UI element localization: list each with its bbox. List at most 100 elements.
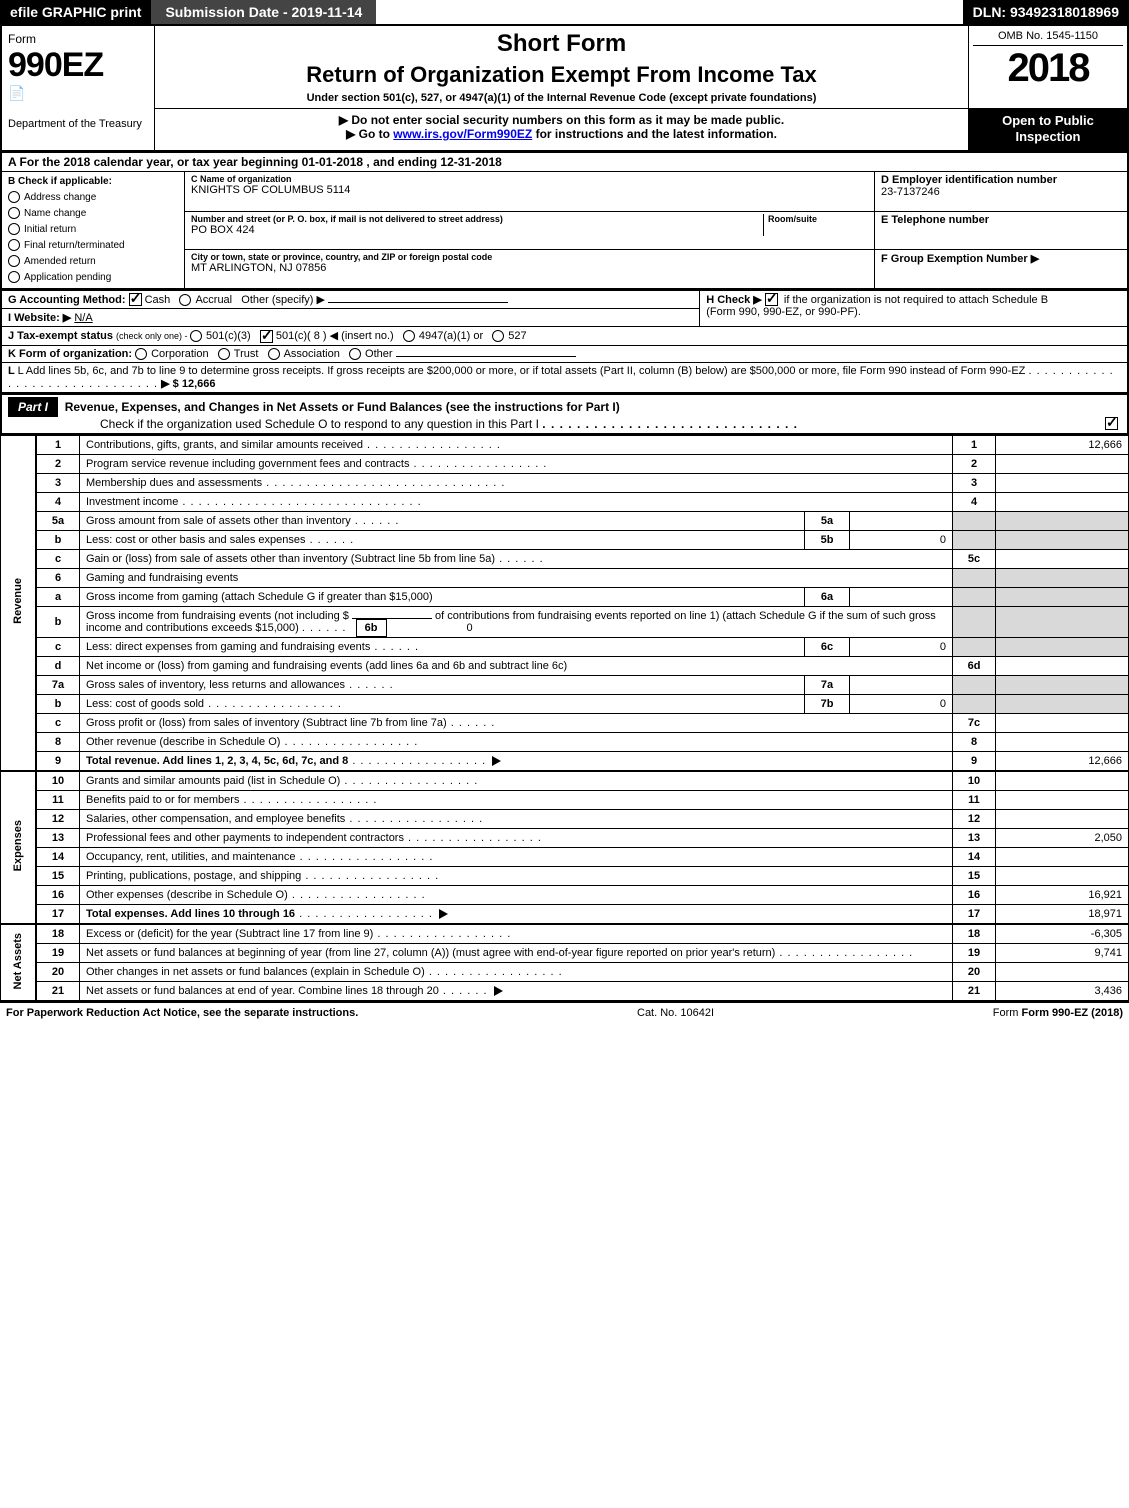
- lines-table: Revenue 1 Contributions, gifts, grants, …: [0, 435, 1129, 1001]
- ln8-desc: Other revenue (describe in Schedule O): [86, 736, 280, 748]
- initial-return-label: Initial return: [24, 224, 76, 235]
- ln6c-box: 6c: [805, 637, 850, 656]
- ln9-desc: Total revenue. Add lines 1, 2, 3, 4, 5c,…: [86, 755, 348, 767]
- k-assoc-radio[interactable]: [268, 348, 280, 360]
- ln5b-desc: Less: cost or other basis and sales expe…: [86, 534, 306, 546]
- phone-cell: E Telephone number: [875, 212, 1129, 250]
- irs-link[interactable]: www.irs.gov/Form990EZ: [393, 127, 532, 141]
- ln4-amt: [996, 492, 1129, 511]
- part1-header-cell: Part I Revenue, Expenses, and Changes in…: [1, 394, 1128, 434]
- ln16-no: 16: [36, 885, 80, 904]
- final-return-radio[interactable]: [8, 239, 20, 251]
- ln16-desc: Other expenses (describe in Schedule O): [86, 889, 288, 901]
- city-value: MT ARLINGTON, NJ 07856: [191, 262, 868, 274]
- app-pending-radio[interactable]: [8, 271, 20, 283]
- cash-checkbox[interactable]: [129, 293, 142, 306]
- addr-change-radio[interactable]: [8, 191, 20, 203]
- h-checkbox[interactable]: [765, 293, 778, 306]
- addr-value: PO BOX 424: [191, 224, 763, 236]
- g-other-input[interactable]: [328, 302, 508, 303]
- ln16-amt: 16,921: [996, 885, 1129, 904]
- k-o2: Trust: [234, 348, 259, 360]
- ln21-no: 21: [36, 981, 80, 1000]
- ln15-ref: 15: [953, 866, 996, 885]
- period-begin: 01-01-2018: [302, 155, 363, 169]
- efile-chip[interactable]: efile GRAPHIC print: [0, 0, 151, 24]
- j-o2: 501(c)( 8 ) ◀ (insert no.): [276, 330, 394, 342]
- part1-schedule-o-checkbox[interactable]: [1105, 417, 1118, 430]
- ln17-amt: 18,971: [996, 904, 1129, 924]
- k-o4: Other: [365, 348, 393, 360]
- ln4-desc: Investment income: [86, 496, 178, 508]
- h-cell: H Check ▶ if the organization is not req…: [700, 290, 1128, 327]
- ln1-desc: Contributions, gifts, grants, and simila…: [86, 439, 363, 451]
- check-b-cell: B Check if applicable: Address change Na…: [1, 171, 185, 289]
- footer-left: For Paperwork Reduction Act Notice, see …: [6, 1007, 358, 1019]
- ln15-desc: Printing, publications, postage, and shi…: [86, 870, 301, 882]
- ln17-ref: 17: [953, 904, 996, 924]
- ln6a-no: a: [36, 587, 80, 606]
- ln8-no: 8: [36, 732, 80, 751]
- j-527-radio[interactable]: [492, 330, 504, 342]
- ln5c-amt: [996, 549, 1129, 568]
- amended-return-radio[interactable]: [8, 255, 20, 267]
- ln10-ref: 10: [953, 771, 996, 791]
- ln5c-no: c: [36, 549, 80, 568]
- ln4-no: 4: [36, 492, 80, 511]
- ln17-no: 17: [36, 904, 80, 924]
- ln7b-box: 7b: [805, 694, 850, 713]
- ln21-amt: 3,436: [996, 981, 1129, 1000]
- f-label: F Group Exemption Number ▶: [881, 252, 1121, 265]
- j-label: J Tax-exempt status: [8, 330, 116, 342]
- k-o1: Corporation: [151, 348, 208, 360]
- ln12-ref: 12: [953, 809, 996, 828]
- l-amount: ▶ $ 12,666: [161, 378, 215, 390]
- accrual-radio[interactable]: [179, 294, 191, 306]
- ln6c-desc: Less: direct expenses from gaming and fu…: [86, 641, 370, 653]
- g-label: G Accounting Method:: [8, 294, 129, 306]
- ln6a-box: 6a: [805, 587, 850, 606]
- ein-value: 23-7137246: [881, 186, 1121, 198]
- ln6b-boxamt: 0: [393, 622, 473, 634]
- addr-label: Number and street (or P. O. box, if mail…: [191, 214, 763, 224]
- initial-return-radio[interactable]: [8, 223, 20, 235]
- j-501c-checkbox[interactable]: [260, 330, 273, 343]
- j-o1: 501(c)(3): [206, 330, 251, 342]
- ln3-amt: [996, 473, 1129, 492]
- ln1-no: 1: [36, 435, 80, 454]
- ln16-ref: 16: [953, 885, 996, 904]
- ln20-desc: Other changes in net assets or fund bala…: [86, 966, 425, 978]
- ln10-desc: Grants and similar amounts paid (list in…: [86, 775, 340, 787]
- submission-chip: Submission Date - 2019-11-14: [151, 0, 376, 24]
- ln3-no: 3: [36, 473, 80, 492]
- part1-title: Revenue, Expenses, and Changes in Net As…: [65, 400, 620, 414]
- ln2-no: 2: [36, 454, 80, 473]
- j-small: (check only one) -: [116, 331, 190, 341]
- k-trust-radio[interactable]: [218, 348, 230, 360]
- city-label: City or town, state or province, country…: [191, 252, 868, 262]
- ln6d-no: d: [36, 656, 80, 675]
- j-501c3-radio[interactable]: [190, 330, 202, 342]
- footer-mid: Cat. No. 10642I: [637, 1007, 714, 1019]
- omb-number: OMB No. 1545-1150: [973, 30, 1123, 46]
- k-other-radio[interactable]: [349, 348, 361, 360]
- k-corp-radio[interactable]: [135, 348, 147, 360]
- d-label: D Employer identification number: [881, 174, 1121, 186]
- ln5b-boxamt: 0: [850, 530, 953, 549]
- ln12-no: 12: [36, 809, 80, 828]
- open-public: Open to Public Inspection: [969, 109, 1129, 151]
- period-end: 12-31-2018: [440, 155, 501, 169]
- k-other-input[interactable]: [396, 356, 576, 357]
- ln19-ref: 19: [953, 943, 996, 962]
- page-footer: For Paperwork Reduction Act Notice, see …: [0, 1001, 1129, 1023]
- ln11-ref: 11: [953, 790, 996, 809]
- j-4947-radio[interactable]: [403, 330, 415, 342]
- ln14-desc: Occupancy, rent, utilities, and maintena…: [86, 851, 296, 863]
- ln3-ref: 3: [953, 473, 996, 492]
- ln12-amt: [996, 809, 1129, 828]
- h-tail: if the organization is not required to a…: [784, 294, 1048, 306]
- dept-of-treasury: Department of the Treasury: [8, 118, 148, 130]
- ln6c-no: c: [36, 637, 80, 656]
- under-section: Under section 501(c), 527, or 4947(a)(1)…: [165, 92, 958, 104]
- name-change-radio[interactable]: [8, 207, 20, 219]
